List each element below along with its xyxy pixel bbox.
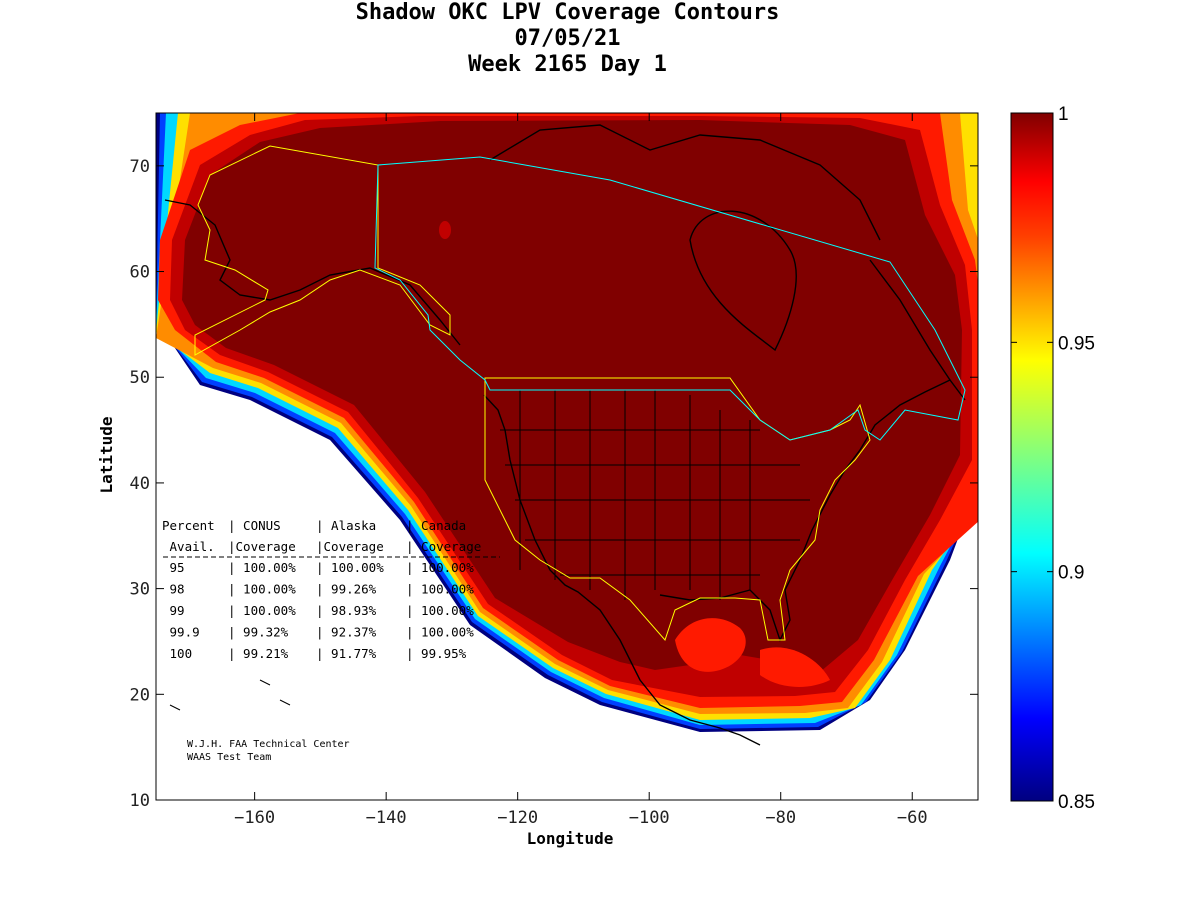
chart-title-block: Shadow OKC LPV Coverage Contours 07/05/2… [0, 0, 1135, 78]
x-axis-label: Longitude [527, 829, 614, 848]
table-subheader-cell: |Coverage [228, 539, 296, 554]
conus-region-outline [484, 377, 871, 641]
coastlines [164, 124, 966, 746]
x-tick-label: −160 [234, 808, 275, 828]
hudson-bay-line [689, 210, 797, 352]
table-row-cell: | 99.95% [406, 646, 467, 661]
y-axis-label: Latitude [97, 416, 116, 493]
y-tick-label: 70 [130, 157, 150, 177]
colorbar-tick-label: 0.85 [1058, 792, 1095, 813]
alaska-region-outline [194, 145, 451, 356]
arctic-islands-line [489, 124, 881, 241]
table-header-cell: Percent [162, 518, 215, 533]
chart-title: Shadow OKC LPV Coverage Contours [355, 0, 780, 25]
colorbar-tick-label: 1 [1058, 104, 1069, 125]
y-axis: 10 20 30 40 50 60 70 [130, 157, 978, 811]
x-axis: −160 −140 −120 −100 −80 −60 [234, 113, 928, 828]
table-row-cell: | 100.00% [228, 560, 296, 575]
x-tick-label: −100 [629, 808, 670, 828]
table-row-cell: | 100.00% [406, 603, 474, 618]
colorbar-tick-label: 0.95 [1058, 333, 1095, 354]
table-subheader-cell: Avail. [162, 539, 215, 554]
colorbar-tick-label: 0.9 [1058, 563, 1084, 584]
x-tick-label: −80 [765, 808, 796, 828]
credit-line-1: W.J.H. FAA Technical Center [187, 739, 350, 750]
canada-east-line [869, 259, 951, 381]
state-boundaries [169, 390, 810, 711]
table-row-cell: | 100.00% [228, 582, 296, 597]
table-row-cell: | 100.00% [406, 625, 474, 640]
table-row-cell: | 100.00% [406, 582, 474, 597]
credit-line-2: WAAS Test Team [187, 752, 271, 763]
table-row-cell: | 98.93% [316, 603, 377, 618]
x-tick-label: −60 [897, 808, 928, 828]
y-tick-label: 50 [130, 368, 150, 388]
contour-100 [182, 120, 962, 672]
table-row-cell: | 99.26% [316, 582, 377, 597]
gulf-east-coast-line [659, 379, 966, 642]
colorbar-axis: 1 0.95 0.9 0.85 [1011, 104, 1095, 813]
coverage-contours [156, 113, 978, 732]
y-tick-label: 10 [130, 791, 150, 811]
table-row-cell: 99 [162, 603, 185, 618]
table-row-cell: | 100.00% [406, 560, 474, 575]
coverage-table: Percent | CONUS | Alaska | Canada Avail. |Co… [162, 518, 500, 661]
table-row-cell: 95 [162, 560, 185, 575]
table-row-cell: | 99.32% [228, 625, 289, 640]
x-tick-label: −140 [366, 808, 407, 828]
table-row-cell: | 92.37% [316, 625, 377, 640]
table-subheader-cell: |Coverage [316, 539, 384, 554]
table-header-cell: | CONUS [228, 518, 281, 533]
table-header-cell: | Alaska [316, 518, 376, 533]
table-header-cell: | Canada [406, 518, 466, 533]
caribbean-lower-coverage [760, 647, 830, 687]
x-tick-label: −120 [497, 808, 538, 828]
west-coast-line [483, 394, 761, 746]
alaska-coast-line [164, 199, 461, 346]
table-row-cell: 98 [162, 582, 185, 597]
table-row-cell: | 99.21% [228, 646, 289, 661]
table-row-cell: 99.9 [162, 625, 200, 640]
table-row-cell: | 100.00% [228, 603, 296, 618]
y-tick-label: 30 [130, 580, 150, 600]
canada-region-outline [374, 156, 966, 441]
table-subheader-cell: | Coverage [406, 539, 481, 554]
gulf-lower-coverage [675, 618, 746, 672]
colorbar [1010, 112, 1054, 802]
table-row-cell: | 100.00% [316, 560, 384, 575]
chart-week: Week 2165 Day 1 [468, 52, 667, 77]
y-tick-label: 40 [130, 474, 150, 494]
region-outlines [194, 145, 966, 641]
y-tick-label: 20 [130, 685, 150, 705]
y-tick-label: 60 [130, 263, 150, 283]
hotspot-spot [439, 221, 451, 239]
plot-frame [155, 112, 979, 801]
table-row-cell: | 91.77% [316, 646, 377, 661]
chart-date: 07/05/21 [514, 26, 621, 51]
table-row-cell: 100 [162, 646, 192, 661]
